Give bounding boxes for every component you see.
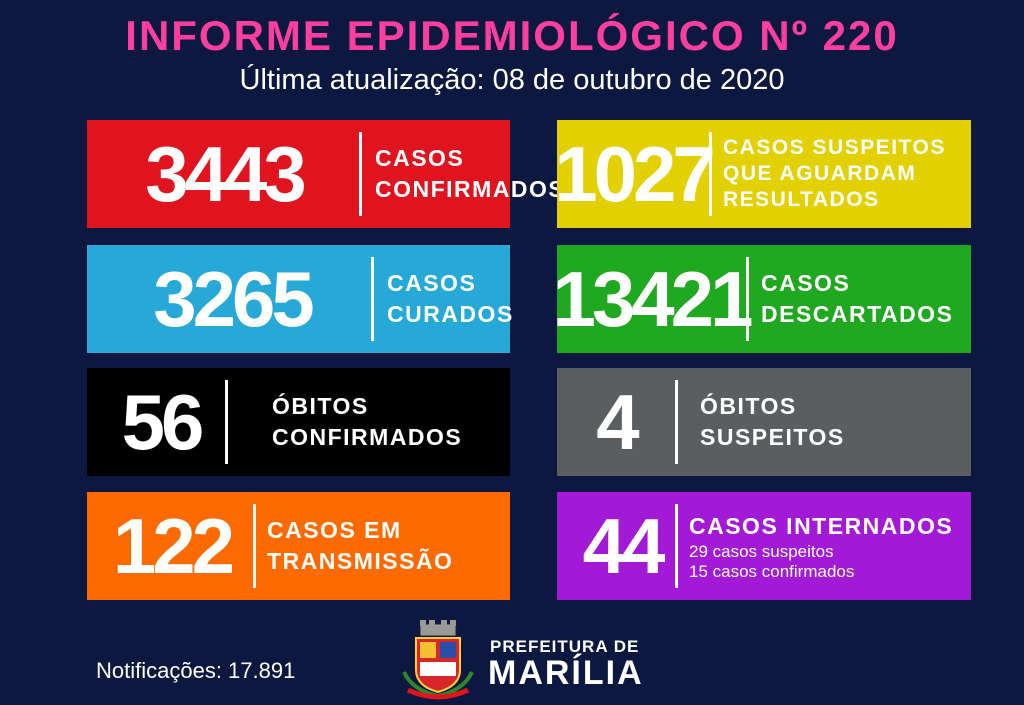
divider	[371, 257, 374, 341]
label-line: CONFIRMADOS	[272, 424, 463, 450]
label-line: ÓBITOS	[272, 393, 369, 419]
prefeitura-label: PREFEITURA DE	[490, 637, 640, 656]
recovered-cases-value: 3265	[153, 254, 315, 343]
label-line: CASOS EM	[267, 517, 402, 543]
divider	[253, 504, 256, 588]
city-name: MARÍLIA	[488, 654, 644, 692]
discarded-cases-label: CASOS DESCARTADOS	[761, 245, 953, 353]
label-line: CASOS SUSPEITOS	[723, 136, 946, 159]
report-title: INFORME EPIDEMIOLÓGICO Nº 220	[125, 12, 899, 59]
label-detail: 15 casos confirmados	[689, 561, 855, 581]
label-line: CASOS	[387, 270, 477, 296]
card-discarded-cases: 13421 CASOS DESCARTADOS	[552, 245, 971, 353]
confirmed-cases-value: 3443	[145, 129, 307, 218]
label-line: CASOS	[761, 270, 851, 296]
label-line: TRANSMISSÃO	[267, 548, 454, 574]
divider	[675, 504, 678, 588]
card-hospitalized-cases: 44 CASOS INTERNADOS 29 casos suspeitos 1…	[557, 492, 971, 600]
confirmed-cases-label: CASOS CONFIRMADOS	[375, 120, 565, 228]
card-recovered-cases: 3265 CASOS CURADOS	[87, 245, 512, 353]
label-line: CASOS	[375, 145, 465, 171]
confirmed-deaths-label: ÓBITOS CONFIRMADOS	[272, 368, 462, 476]
label-line: QUE AGUARDAM	[723, 162, 917, 185]
card-transmission-cases: 122 CASOS EM TRANSMISSÃO	[87, 492, 510, 600]
transmission-cases-label: CASOS EM TRANSMISSÃO	[267, 492, 453, 600]
city-coat-of-arms-icon	[402, 620, 474, 700]
label-line: CONFIRMADOS	[375, 176, 566, 202]
suspected-cases-label: CASOS SUSPEITOS QUE AGUARDAM RESULTADOS	[723, 120, 946, 228]
label-line: ÓBITOS	[700, 393, 797, 419]
recovered-cases-label: CASOS CURADOS	[387, 245, 514, 353]
hospitalized-cases-value: 44	[582, 501, 666, 590]
discarded-cases-value: 13421	[552, 254, 754, 343]
label-line: DESCARTADOS	[761, 301, 954, 327]
divider	[746, 257, 749, 341]
suspected-deaths-label: ÓBITOS SUSPEITOS	[700, 368, 845, 476]
label-detail: 29 casos suspeitos	[689, 541, 834, 561]
label-line: RESULTADOS	[723, 188, 880, 211]
divider	[359, 132, 362, 216]
transmission-cases-value: 122	[112, 501, 235, 590]
label-line: SUSPEITOS	[700, 424, 845, 450]
notifications-count: Notificações: 17.891	[96, 658, 296, 683]
suspected-cases-value: 1027	[554, 129, 716, 218]
divider	[709, 132, 712, 216]
suspected-deaths-value: 4	[596, 377, 639, 466]
card-suspected-deaths: 4 ÓBITOS SUSPEITOS	[557, 368, 971, 476]
divider	[225, 380, 228, 464]
hospitalized-cases-label: CASOS INTERNADOS 29 casos suspeitos 15 c…	[689, 492, 953, 600]
last-update-text: Última atualização: 08 de outubro de 202…	[239, 64, 785, 96]
confirmed-deaths-value: 56	[121, 377, 205, 466]
card-confirmed-cases: 3443 CASOS CONFIRMADOS	[87, 120, 564, 228]
label-line: CASOS INTERNADOS	[689, 512, 954, 539]
card-suspected-cases: 1027 CASOS SUSPEITOS QUE AGUARDAM RESULT…	[554, 120, 971, 228]
divider	[675, 380, 678, 464]
label-line: CURADOS	[387, 301, 514, 327]
card-confirmed-deaths: 56 ÓBITOS CONFIRMADOS	[87, 368, 510, 476]
